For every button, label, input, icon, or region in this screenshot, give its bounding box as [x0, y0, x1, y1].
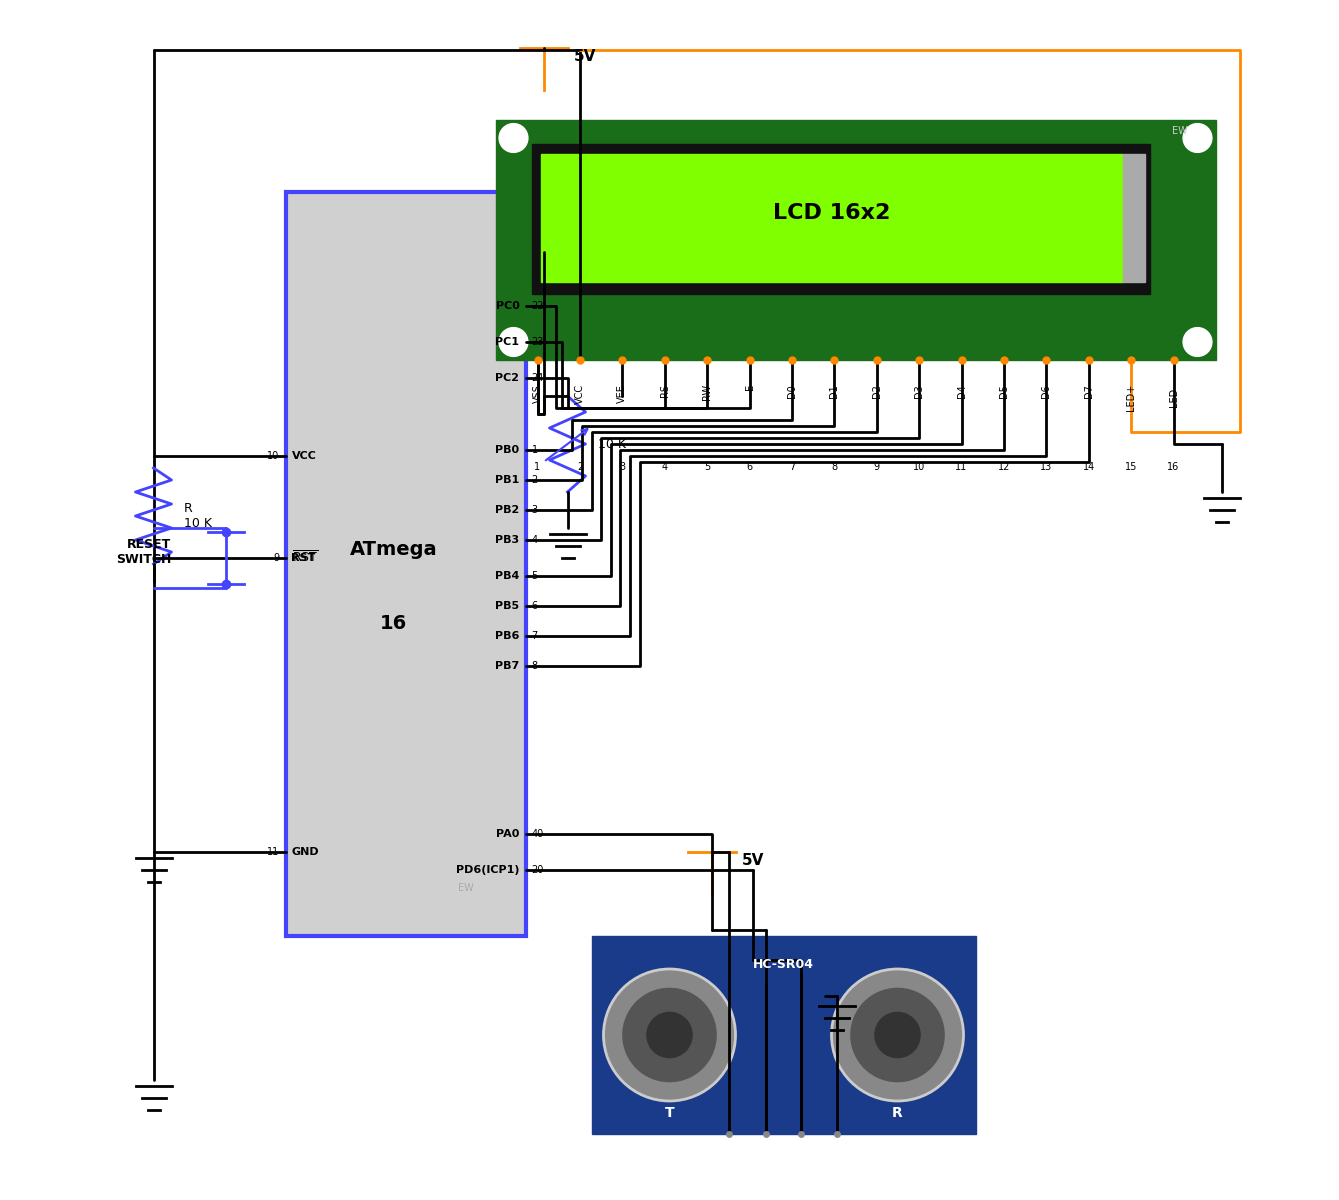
- Bar: [495, 120, 1216, 360]
- Text: Vcc: Vcc: [724, 1146, 734, 1162]
- Text: PB5: PB5: [495, 601, 520, 611]
- Text: T: T: [664, 1105, 675, 1120]
- Text: RESET
SWITCH: RESET SWITCH: [116, 538, 171, 566]
- Text: $\overline{\mathrm{RST}}$: $\overline{\mathrm{RST}}$: [292, 551, 317, 565]
- Text: D2: D2: [872, 384, 881, 398]
- Text: 10: 10: [268, 451, 280, 461]
- Text: 15: 15: [1125, 462, 1137, 472]
- Text: PB7: PB7: [495, 661, 520, 671]
- Text: 20: 20: [532, 865, 544, 875]
- FancyBboxPatch shape: [285, 192, 525, 936]
- Text: 16: 16: [1168, 462, 1180, 472]
- Text: 3: 3: [619, 462, 625, 472]
- Circle shape: [832, 970, 964, 1102]
- Text: 5V: 5V: [742, 853, 763, 868]
- Circle shape: [1184, 328, 1212, 356]
- Text: 6: 6: [746, 462, 753, 472]
- Text: 8: 8: [532, 661, 538, 671]
- Circle shape: [645, 1010, 694, 1058]
- Text: D0: D0: [787, 384, 797, 397]
- Text: Gnd: Gnd: [833, 1146, 842, 1163]
- Text: 8: 8: [832, 462, 837, 472]
- Text: EW: EW: [458, 883, 474, 893]
- Text: 7: 7: [789, 462, 795, 472]
- Text: VEE: VEE: [617, 384, 627, 403]
- Text: VCC: VCC: [292, 451, 316, 461]
- Text: GND: GND: [292, 847, 319, 857]
- Text: R
10 K: R 10 K: [183, 502, 212, 530]
- Text: 9: 9: [273, 553, 280, 563]
- Text: HC-SR04: HC-SR04: [753, 958, 814, 971]
- Text: PB1: PB1: [495, 475, 520, 485]
- Text: RW: RW: [702, 384, 712, 400]
- Bar: [541, 154, 1123, 282]
- Text: 10: 10: [913, 462, 925, 472]
- Text: PC2: PC2: [495, 373, 520, 383]
- Text: 2: 2: [577, 462, 582, 472]
- Text: 16: 16: [380, 614, 407, 634]
- Text: 40: 40: [532, 829, 544, 839]
- Text: LED+: LED+: [1126, 384, 1135, 412]
- Text: 7: 7: [532, 631, 538, 641]
- Text: PC1: PC1: [495, 337, 520, 347]
- Text: PB2: PB2: [495, 505, 520, 515]
- Text: RS: RS: [660, 384, 670, 397]
- Circle shape: [849, 986, 945, 1082]
- Text: PD6(ICP1): PD6(ICP1): [457, 865, 520, 875]
- Bar: [532, 144, 1149, 294]
- Bar: [592, 936, 976, 1134]
- Text: 4: 4: [532, 535, 538, 545]
- Text: PC0: PC0: [495, 301, 520, 311]
- Text: 24: 24: [532, 373, 544, 383]
- Text: 10 K: 10 K: [597, 438, 625, 450]
- Circle shape: [499, 328, 528, 356]
- Text: PB3: PB3: [495, 535, 520, 545]
- Text: D7: D7: [1083, 384, 1094, 398]
- Text: 14: 14: [1082, 462, 1095, 472]
- Text: 12: 12: [998, 462, 1010, 472]
- Text: Echo: Echo: [797, 1146, 806, 1166]
- Circle shape: [1184, 124, 1212, 152]
- Text: ATmega: ATmega: [349, 540, 438, 559]
- Text: D1: D1: [829, 384, 840, 397]
- Circle shape: [873, 1010, 921, 1058]
- Text: D6: D6: [1042, 384, 1051, 397]
- Text: VCC: VCC: [574, 384, 585, 404]
- Text: E: E: [744, 384, 754, 390]
- Text: 5: 5: [704, 462, 710, 472]
- Text: EW: EW: [1172, 126, 1188, 137]
- Text: RST: RST: [292, 553, 316, 563]
- Text: 23: 23: [532, 337, 544, 347]
- Text: 5: 5: [532, 571, 538, 581]
- Text: PB6: PB6: [495, 631, 520, 641]
- Text: 3: 3: [532, 505, 538, 515]
- Text: LED-: LED-: [1169, 384, 1178, 407]
- Text: R: R: [892, 1105, 902, 1120]
- Text: D3: D3: [915, 384, 924, 397]
- Text: 22: 22: [532, 301, 544, 311]
- Circle shape: [604, 970, 735, 1102]
- Text: PB4: PB4: [495, 571, 520, 581]
- Text: VSS: VSS: [533, 384, 542, 403]
- Text: 9: 9: [873, 462, 880, 472]
- Text: PB0: PB0: [495, 445, 520, 455]
- Text: 2: 2: [532, 475, 538, 485]
- Text: 13: 13: [1040, 462, 1052, 472]
- Circle shape: [621, 986, 718, 1082]
- Text: LCD 16x2: LCD 16x2: [774, 203, 890, 223]
- Text: D4: D4: [956, 384, 967, 397]
- Text: 4: 4: [661, 462, 668, 472]
- Text: 1: 1: [534, 462, 541, 472]
- Text: 5V: 5V: [573, 49, 596, 64]
- Text: Trig: Trig: [761, 1146, 770, 1162]
- Text: D5: D5: [999, 384, 1008, 398]
- Text: 11: 11: [268, 847, 280, 857]
- Text: PA0: PA0: [497, 829, 520, 839]
- Bar: [1123, 154, 1145, 282]
- Text: 11: 11: [955, 462, 968, 472]
- Circle shape: [499, 124, 528, 152]
- Text: 6: 6: [532, 601, 538, 611]
- Text: 1: 1: [532, 445, 538, 455]
